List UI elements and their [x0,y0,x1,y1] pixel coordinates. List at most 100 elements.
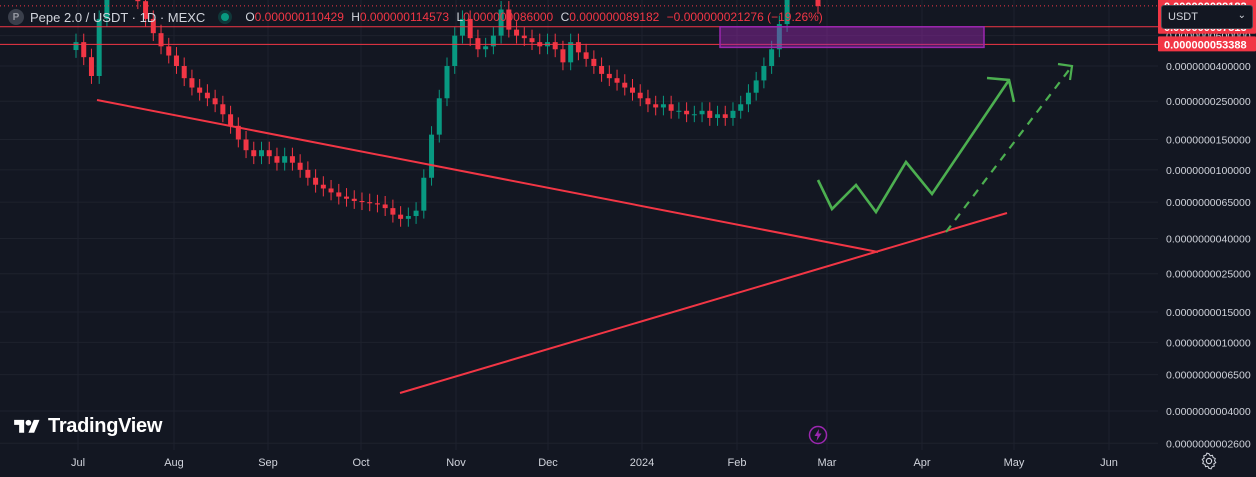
candle-body [235,125,241,140]
candle-body [359,200,365,203]
candle-body [436,98,442,135]
candle-body [390,208,396,215]
candle-body [784,0,790,25]
candle-body [96,18,102,77]
time-tick-label: Apr [913,457,930,469]
change-value: −0.000000021276 (−19.26%) [666,10,823,24]
candle-body [135,0,141,2]
candle-body [313,177,319,185]
tradingview-logo-icon [14,419,40,433]
candle-body [266,150,272,157]
candle-body [467,18,473,39]
candle-body [637,92,643,99]
gear-icon[interactable] [1200,452,1218,470]
price-tick-label: 0.0000000065000 [1166,197,1251,209]
candle-body [552,42,558,50]
candle-body [81,42,87,58]
symbol-logo-icon: P [8,9,24,25]
candle-body [583,52,589,59]
currency-select[interactable]: USDT ⌄ [1161,5,1253,29]
candle-body [498,9,504,36]
support-zone [719,26,985,49]
candle-body [753,80,759,93]
time-tick-label: Dec [538,457,558,469]
candle-body [297,162,303,170]
candle-body [150,18,156,34]
candle-body [560,49,566,63]
candle-body [274,156,280,163]
candle-body [212,98,218,105]
candle-body [158,33,164,47]
candle-body [405,216,411,219]
candle-body [421,177,427,211]
candle-body [243,139,249,151]
candle-body [591,58,597,66]
candle-body [691,114,697,116]
price-tick-label: 0.0000000400000 [1166,61,1251,73]
price-tick-label: 0.0000000002600 [1166,438,1251,450]
candle-body [320,184,326,189]
price-tick-label: 0.0000000150000 [1166,134,1251,146]
candle-body [699,110,705,115]
time-tick-label: Nov [446,457,466,469]
candle-body [761,66,767,81]
candle-body [521,35,527,39]
candle-body [398,214,404,219]
candle-body [815,0,821,7]
candle-body [189,78,195,88]
candle-body [722,114,728,118]
lightning-icon[interactable] [808,425,828,445]
candle-body [715,114,721,118]
candle-body [645,98,651,105]
candle-body [684,110,690,115]
symbol-title[interactable]: Pepe 2.0 / USDT · 1D · MEXC [30,9,206,25]
candle-body [475,38,481,50]
candle-body [483,46,489,50]
candle-body [730,110,736,118]
low-value: 0.000000086000 [463,10,554,24]
candle-body [228,114,234,126]
candle-body [738,104,744,111]
candle-body [444,66,450,99]
candle-body [413,210,419,217]
ohlc-values: O0.000000110429 H0.000000114573 L0.00000… [245,10,823,24]
price-tick-label: 0.0000000015000 [1166,307,1251,319]
candle-body [599,66,605,74]
time-tick-label: Mar [818,457,837,469]
candle-body [490,35,496,47]
candle-body [336,192,342,197]
price-label-box [1158,36,1256,52]
time-tick-label: Jul [71,457,85,469]
candle-body [204,92,210,99]
time-tick-label: May [1004,457,1025,469]
candle-body [452,35,458,66]
candle-body [382,204,388,209]
chart-legend: P Pepe 2.0 / USDT · 1D · MEXC O0.0000001… [8,9,823,25]
candle-body [282,156,288,163]
candle-body [104,0,110,19]
candle-body [630,87,635,93]
candle-body [622,82,628,88]
candle-body [88,57,94,77]
price-tick-label: 0.0000000250000 [1166,96,1251,108]
price-tick-label: 0.0000000004000 [1166,406,1251,418]
tradingview-watermark[interactable]: TradingView [12,415,162,438]
time-tick-label: Jun [1100,457,1118,469]
candle-body [745,92,751,105]
candle-body [367,202,373,204]
candle-body [251,150,257,157]
candle-body [181,66,187,79]
candle-body [575,42,581,53]
high-value: 0.000000114573 [359,10,450,24]
price-tick-label: 0.0000000025000 [1166,269,1251,281]
chevron-down-icon: ⌄ [1237,10,1246,21]
candle-body [614,78,620,83]
candle-body [259,150,264,157]
candle-body [606,73,612,79]
candle-body [173,55,179,66]
candle-body [506,9,512,30]
price-label-value: 0.000000053388 [1164,39,1247,51]
projection-dashed-arrowhead [1057,62,1074,81]
time-tick-label: Feb [728,457,747,469]
